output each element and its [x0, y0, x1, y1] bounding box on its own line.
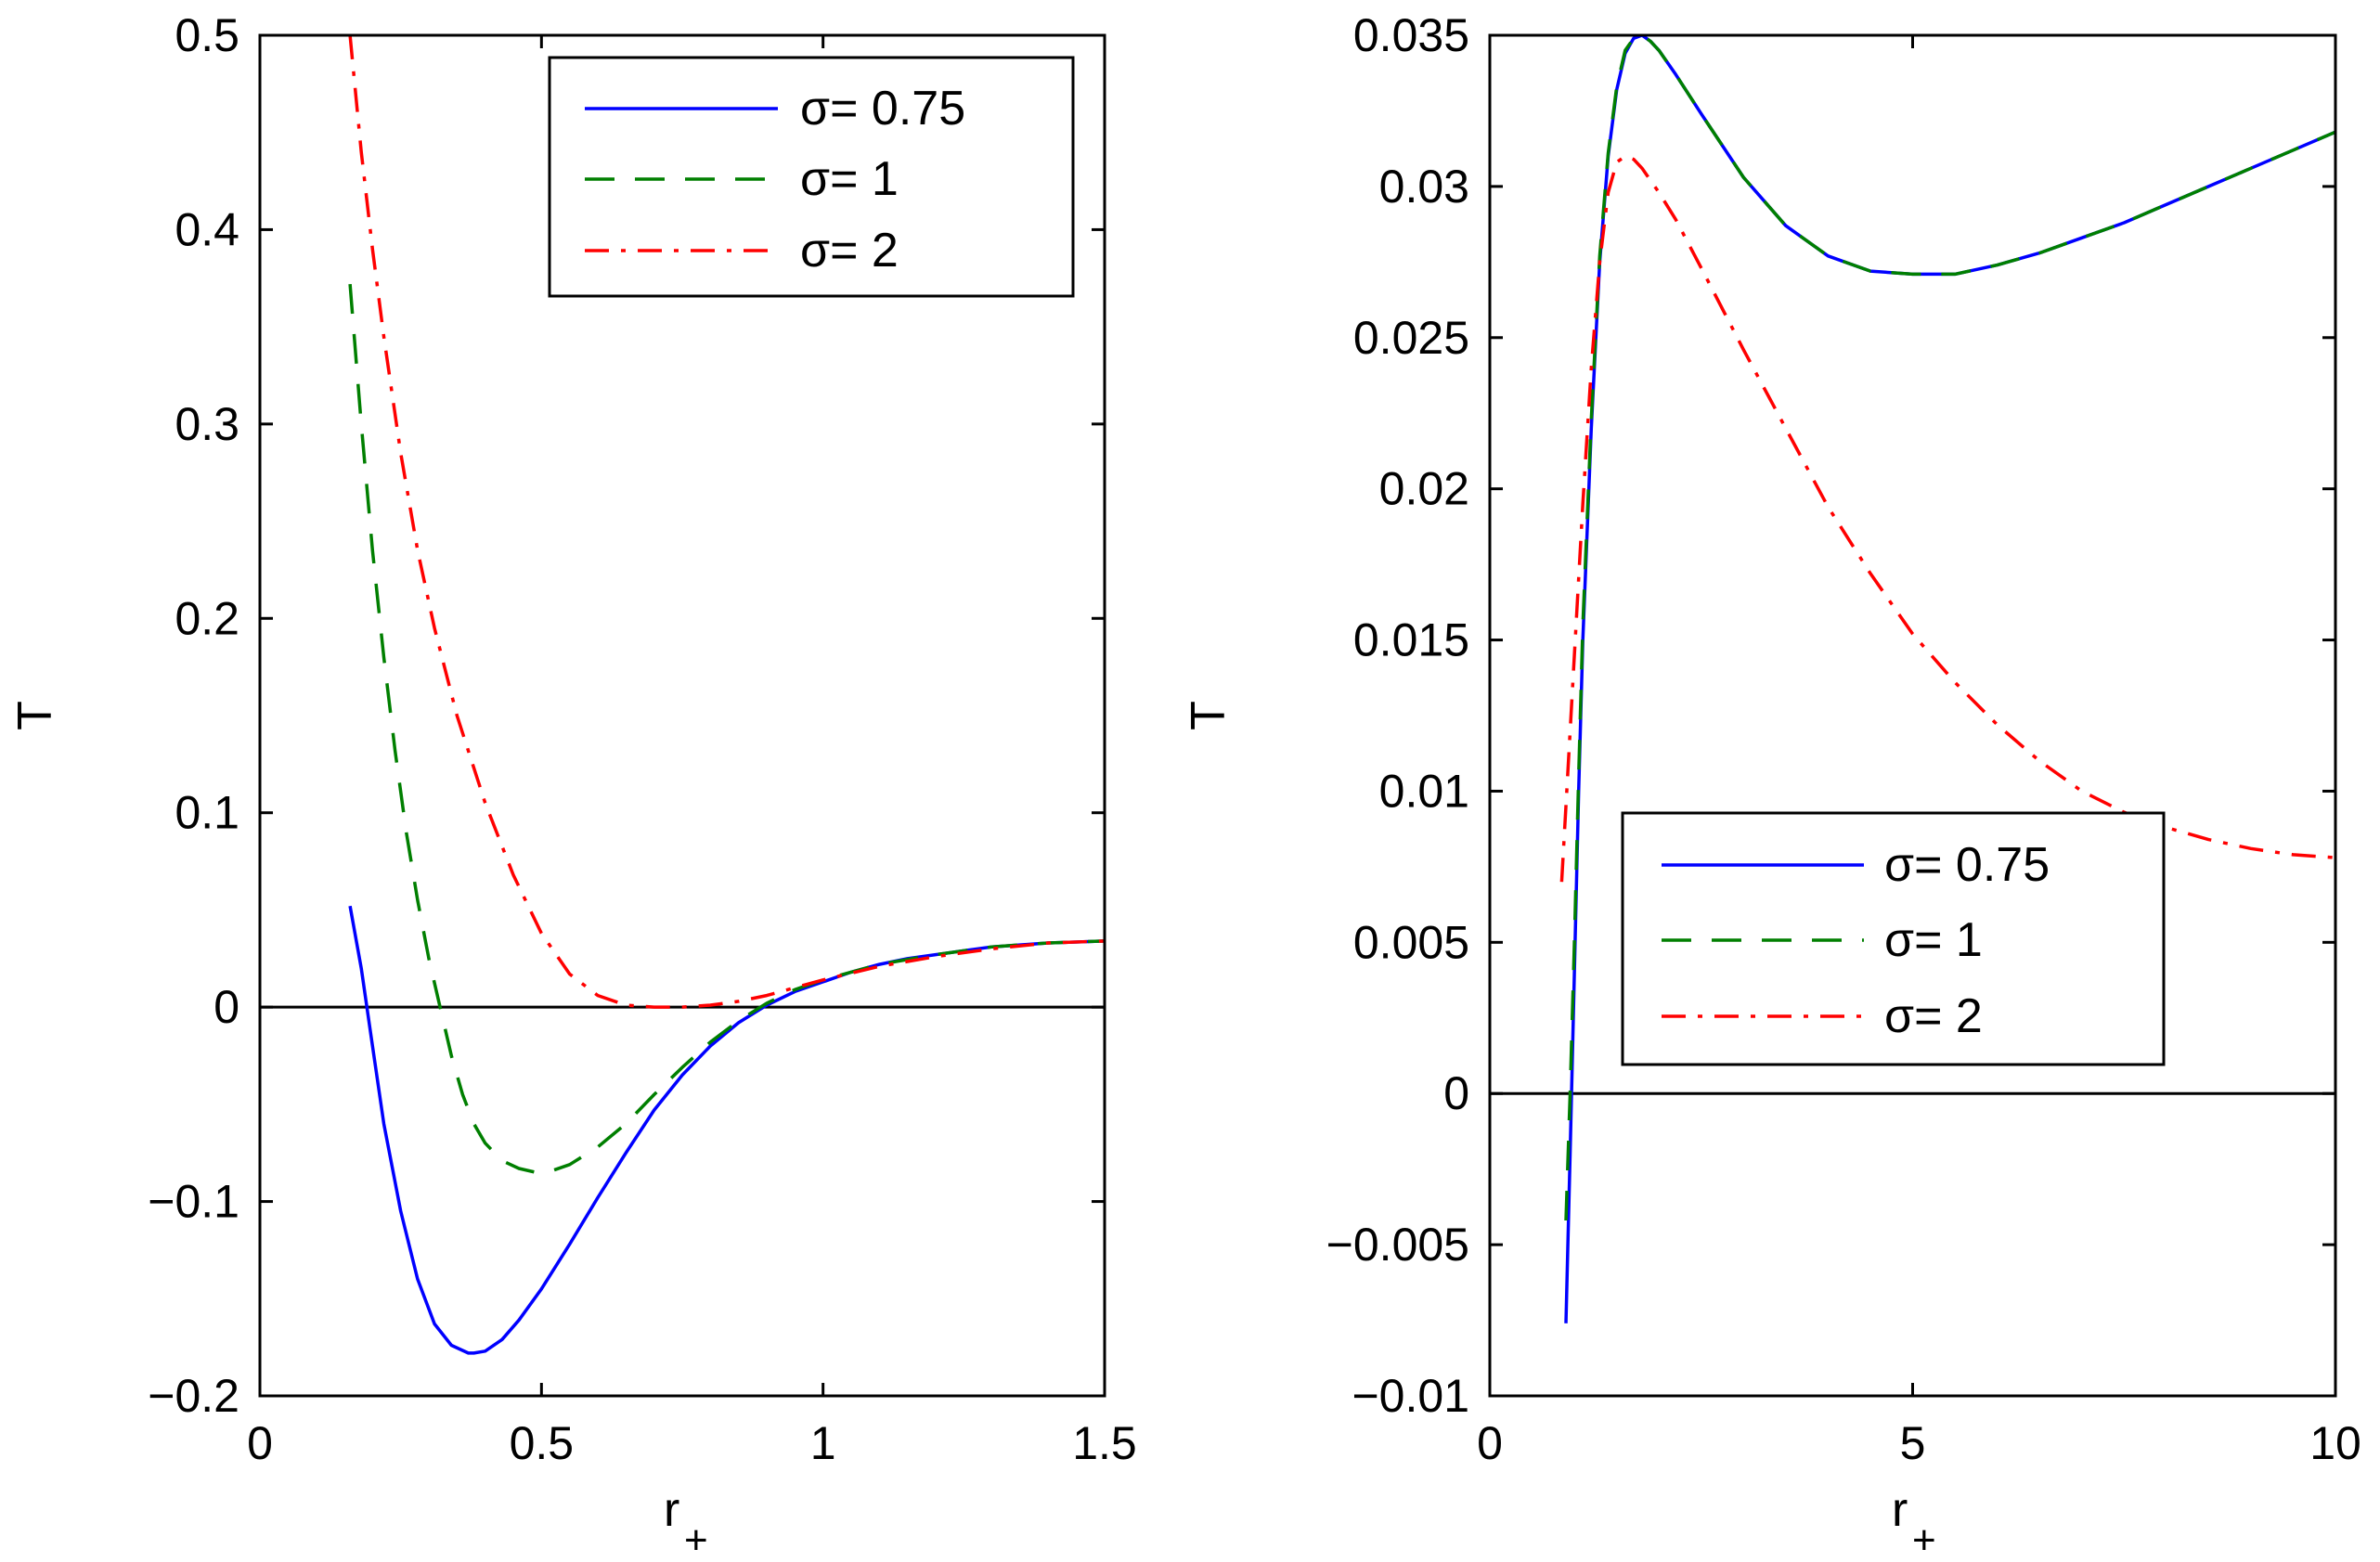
legend-label-2: σ= 2: [800, 224, 899, 278]
y-tick-label: 0.005: [1353, 916, 1469, 968]
series-line-2: [348, 35, 1105, 1009]
series-group: [1559, 35, 2335, 1323]
x-axis-label: r: [664, 1483, 679, 1537]
x-axis-label-subscript: +: [684, 1517, 708, 1562]
legend-label-1: σ= 1: [1884, 913, 1983, 967]
y-tick-label: 0.015: [1353, 614, 1469, 666]
axes-frame: [1488, 33, 2337, 1398]
axes-frame: [258, 33, 1106, 1398]
series-line-1: [348, 283, 1105, 1174]
left-panel: 0 0.5 1 1.5 −0.2 −0.1 0 0.1 0.2 0.3 0.4 0.5 Tr+ σ= 0.…: [8, 9, 1137, 1562]
y-tick-label: −0.005: [1326, 1219, 1469, 1271]
y-tick-label: 0.01: [1379, 765, 1469, 817]
y-tick-label: 0.2: [175, 592, 239, 644]
y-axis-label: T: [1182, 701, 1235, 730]
y-tick-label: 0.5: [175, 9, 239, 61]
legend-label-0: σ= 0.75: [1884, 838, 2050, 892]
y-tick-label: −0.01: [1352, 1370, 1469, 1422]
x-tick-label: 10: [2309, 1417, 2361, 1469]
y-tick-label: 0.02: [1379, 463, 1469, 515]
y-tick-label: 0.4: [175, 203, 239, 255]
x-tick-label: 1.5: [1072, 1417, 1137, 1469]
right-panel: 0 5 10 −0.01 −0.005 0 0.005 0.01 0.015 0.02 0.025 0…: [1182, 9, 2361, 1562]
series-line-0: [348, 905, 1105, 1355]
y-tick-label: 0.035: [1353, 9, 1469, 61]
series-group: [348, 35, 1105, 1355]
x-tick-label: 5: [1900, 1417, 1926, 1469]
legend-box: [548, 56, 1075, 298]
x-axis-label: r: [1892, 1483, 1908, 1537]
y-tick-label: 0: [1443, 1067, 1469, 1119]
legend-label-1: σ= 1: [800, 152, 899, 206]
y-tick-label: −0.1: [148, 1176, 239, 1228]
legend-label-2: σ= 2: [1884, 989, 1983, 1043]
legend-label-0: σ= 0.75: [800, 82, 965, 136]
series-line-2: [1559, 154, 2335, 883]
y-tick-label: 0.03: [1379, 161, 1469, 213]
y-tick-label: 0.3: [175, 398, 239, 450]
series-line-0: [1564, 35, 2335, 1323]
y-tick-label: −0.2: [148, 1370, 239, 1422]
x-tick-label: 1: [810, 1417, 836, 1469]
x-tick-label: 0: [1477, 1417, 1503, 1469]
y-tick-label: 0: [213, 981, 239, 1033]
y-tick-label: 0.1: [175, 787, 239, 839]
x-axis-label-subscript: +: [1912, 1517, 1936, 1562]
x-tick-label: 0: [247, 1417, 273, 1469]
x-tick-label: 0.5: [510, 1417, 575, 1469]
y-tick-label: 0.025: [1353, 312, 1469, 364]
y-axis-label: T: [8, 701, 62, 730]
